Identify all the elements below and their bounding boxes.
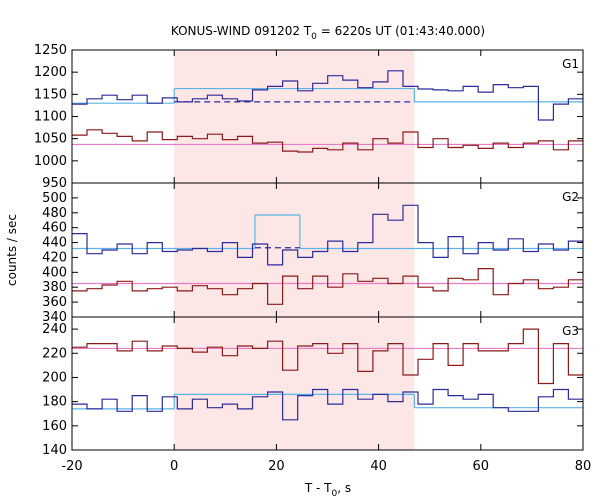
y-tick-label: 200 <box>42 370 67 385</box>
y-tick-label: 140 <box>42 443 67 458</box>
x-tick-label: 40 <box>370 459 387 474</box>
y-tick-label: 360 <box>42 295 67 310</box>
y-tick-label: 340 <box>42 310 67 325</box>
x-tick-label: 20 <box>268 459 285 474</box>
y-tick-label: 420 <box>42 250 67 265</box>
y-tick-label: 400 <box>42 265 67 280</box>
x-tick-label: 0 <box>170 459 178 474</box>
y-axis-label: counts / sec <box>5 214 19 286</box>
y-tick-label: 1000 <box>34 154 67 169</box>
x-tick-label: -20 <box>61 459 82 474</box>
y-tick-label: 180 <box>42 395 67 410</box>
series-blue-histogram <box>72 204 583 266</box>
title-rest: = 6220s UT (01:43:40.000) <box>317 24 485 38</box>
xlabel-rest: , s <box>337 481 351 495</box>
x-axis-label: T - T0, s <box>304 481 351 499</box>
title-subscript: 0 <box>311 32 317 42</box>
title-main: KONUS-WIND 091202 T <box>171 24 312 38</box>
xlabel-main: T - T <box>304 481 332 495</box>
series-red-histogram <box>72 129 583 153</box>
series-red-histogram <box>72 268 583 305</box>
chart-title: KONUS-WIND 091202 T0 = 6220s UT (01:43:4… <box>171 24 485 42</box>
x-tick-label: 80 <box>575 459 592 474</box>
y-tick-label: 500 <box>42 191 67 206</box>
panel-label: G1 <box>562 57 579 71</box>
panel-g3: 140 160 180 200 220 240 G3 <box>42 316 584 458</box>
panel-frame <box>71 316 584 451</box>
y-tick-label: 1250 <box>34 43 67 58</box>
panel-label: G2 <box>562 190 579 204</box>
plot-area: 950100010501100115012001250G134036038040… <box>34 43 591 474</box>
y-tick-label: 1150 <box>34 87 67 102</box>
panel-label: G3 <box>562 324 579 338</box>
series-blue-histogram <box>72 70 583 121</box>
y-tick-label: 160 <box>42 419 67 434</box>
series-blue-histogram <box>72 388 583 421</box>
y-tick-label: 440 <box>42 236 67 251</box>
y-tick-label: 1100 <box>34 110 67 125</box>
y-tick-label: 460 <box>42 221 67 236</box>
xlabel-subscript: 0 <box>332 489 338 499</box>
y-tick-label: 380 <box>42 280 67 295</box>
y-tick-label: 240 <box>42 322 67 337</box>
series-red-histogram <box>72 328 583 385</box>
y-tick-label: 1050 <box>34 132 67 147</box>
x-tick-label: 60 <box>473 459 490 474</box>
y-tick-label: 1200 <box>34 65 67 80</box>
y-tick-label: 220 <box>42 346 67 361</box>
y-tick-label: 480 <box>42 206 67 221</box>
y-tick-label: 950 <box>42 176 67 191</box>
